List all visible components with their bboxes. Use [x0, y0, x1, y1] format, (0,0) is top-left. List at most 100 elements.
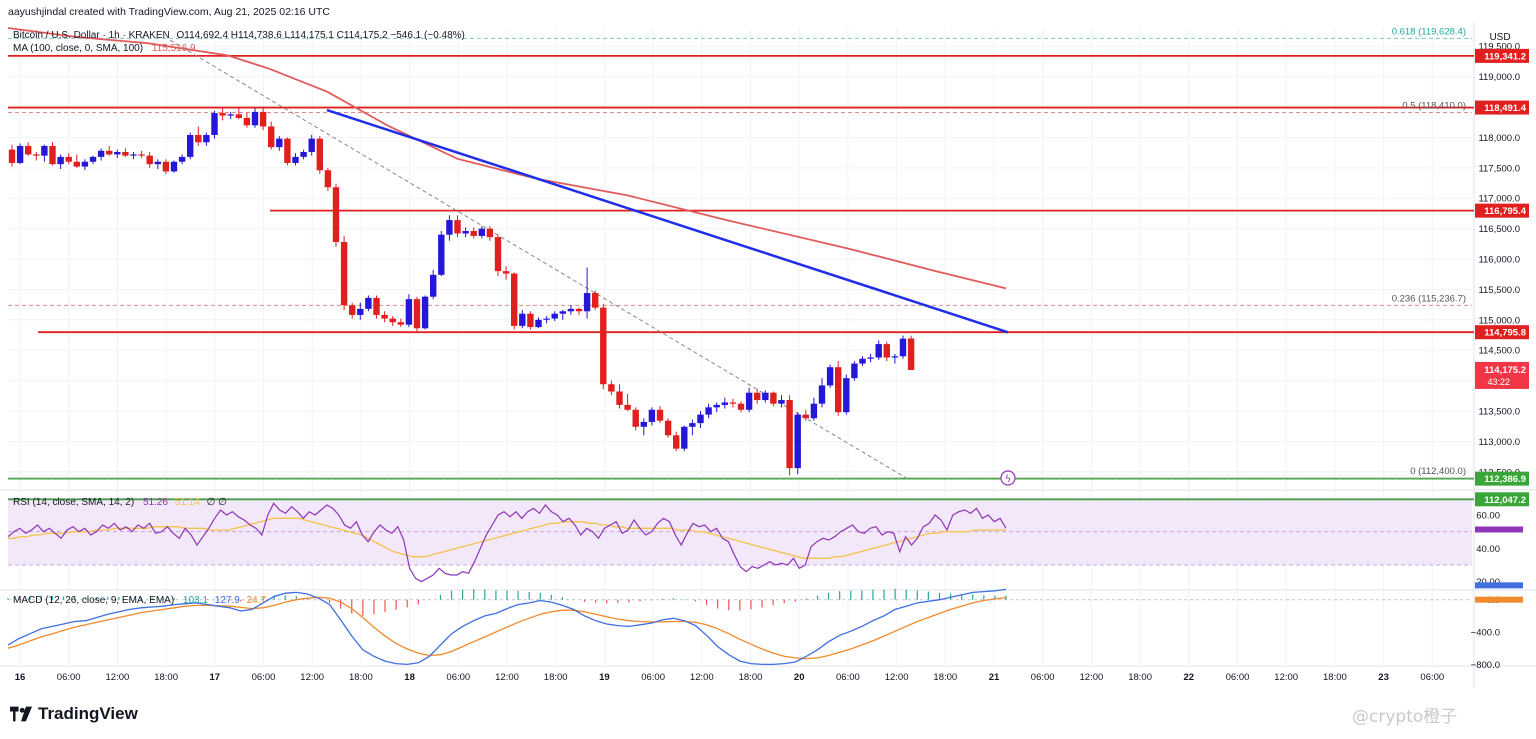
candle-body — [446, 220, 453, 235]
fibonacci-levels: 0.618 (119,628.4) 0.5 (118,410.0) 0.236 (1… — [8, 26, 1472, 479]
time-tick-label: 18:00 — [933, 672, 957, 683]
candle-body — [899, 338, 907, 357]
symbol-legend[interactable]: Bitcoin / U.S. Dollar · 1h · KRAKEN O114… — [13, 30, 465, 41]
candle-body — [33, 154, 40, 156]
rsi-value-badge — [1475, 526, 1523, 533]
candle-body — [697, 414, 704, 424]
candle-body — [851, 363, 858, 379]
time-tick-label: 16 — [15, 672, 26, 683]
last-price-label: 114,175.2 — [1484, 365, 1526, 376]
candle-body — [178, 156, 186, 162]
candle-body — [195, 134, 202, 143]
candle-body — [138, 154, 145, 156]
candle-body — [778, 400, 785, 404]
candle-body — [251, 111, 259, 126]
time-tick-label: 18:00 — [154, 672, 178, 683]
rsi-legend[interactable]: RSI (14, close, SMA, 14, 2) 51.26 51.14 … — [13, 497, 227, 508]
candle-body — [89, 156, 97, 162]
candle-body — [284, 138, 291, 163]
time-tick-label: 18:00 — [349, 672, 373, 683]
candle-body — [405, 299, 413, 325]
currency-label: USD — [1489, 32, 1510, 43]
ma-legend[interactable]: MA (100, close, 0, SMA, 100) 115,516.9 — [13, 43, 196, 54]
time-tick-label: 06:00 — [1420, 672, 1444, 683]
price-badge-label: 119,341.2 — [1484, 51, 1526, 62]
price-badge-label: 118,491.4 — [1484, 103, 1526, 114]
time-tick-label: 17 — [210, 672, 221, 683]
candle-body — [381, 314, 388, 319]
candle-body — [373, 297, 380, 315]
macd-tick-label: −400.0 — [1471, 628, 1500, 639]
candle-body — [907, 338, 915, 370]
time-tick-label: 18:00 — [1128, 672, 1152, 683]
candle-body — [203, 134, 210, 143]
candle-body — [276, 138, 283, 148]
time-tick-label: 19 — [599, 672, 610, 683]
price-tick-label: 118,000.0 — [1478, 133, 1520, 144]
time-tick-label: 06:00 — [1226, 672, 1250, 683]
candle-body — [640, 421, 647, 427]
candle-body — [519, 313, 526, 326]
price-tick-label: 116,500.0 — [1478, 224, 1520, 235]
descending-trendline — [326, 108, 1009, 334]
macd-legend[interactable]: MACD (12, 26, close, 9, EMA, EMA) 103.1 … — [13, 595, 266, 606]
candle-body — [818, 385, 826, 404]
macd-signal-badge — [1475, 596, 1523, 603]
candle-body — [397, 322, 404, 325]
price-tick-label: 115,000.0 — [1478, 315, 1520, 326]
price-tick-label: 117,000.0 — [1478, 194, 1520, 205]
fib-label: 0.618 (119,628.4) — [1392, 26, 1466, 37]
fib-label: 0 (112,400.0) — [1410, 466, 1466, 477]
candle-body — [438, 234, 445, 275]
price-axis[interactable]: USD112,500.0113,000.0113,500.0114,000.01… — [1471, 32, 1520, 671]
rsi-extra: ∅ ∅ — [207, 497, 227, 508]
candle-body — [729, 402, 737, 404]
candle-body — [332, 187, 340, 242]
rsi-ma-value: 51.14 — [175, 497, 200, 508]
time-tick-label: 06:00 — [836, 672, 860, 683]
candle-body — [559, 311, 566, 314]
time-tick-label: 23 — [1378, 672, 1389, 683]
macd-line-value: 127.9 — [215, 595, 240, 606]
rsi-tick-label: 40.00 — [1476, 544, 1500, 555]
price-tick-label: 117,500.0 — [1478, 163, 1520, 174]
time-tick-label: 18:00 — [1323, 672, 1347, 683]
price-tick-label: 114,500.0 — [1478, 346, 1520, 357]
candle-body — [575, 308, 583, 312]
chart-overlays: ϟ — [7, 27, 1016, 486]
rsi-pane — [7, 497, 1472, 583]
candle-body — [97, 150, 105, 157]
candle-body — [721, 402, 728, 405]
candle-body — [673, 435, 680, 449]
alert-glyph: ϟ — [1005, 474, 1012, 485]
brand-name: TradingView — [38, 704, 138, 723]
candle-body — [616, 391, 623, 405]
rsi-value: 51.26 — [143, 497, 168, 508]
macd-pane — [7, 588, 1472, 666]
fib-label: 0.236 (115,236.7) — [1392, 293, 1466, 304]
macd-signal-line — [7, 596, 1007, 660]
time-tick-label: 18 — [404, 672, 415, 683]
dashed-trend-line — [169, 39, 907, 479]
candle-body — [770, 392, 777, 404]
candle-body — [292, 156, 299, 163]
candle-body — [754, 392, 761, 401]
candle-body — [454, 220, 461, 234]
candle-body — [486, 228, 494, 238]
time-axis[interactable]: 16 06:00 12:00 18:00 17 06:00 12:00 18:00 18 06:0… — [15, 672, 1444, 683]
tradingview-brand[interactable]: TradingView — [10, 704, 138, 724]
candle-body — [114, 152, 121, 155]
candle-body — [891, 356, 899, 358]
legend: aayushjindal created with TradingView.co… — [8, 6, 465, 606]
candle-body — [187, 134, 194, 157]
candle-body — [656, 409, 664, 421]
candle-body — [430, 274, 437, 297]
candle-body — [211, 113, 218, 135]
tradingview-logo-icon — [10, 706, 32, 722]
candle-body — [608, 384, 615, 392]
candle-body — [219, 113, 226, 116]
ma-label: MA (100, close, 0, SMA, 100) — [13, 43, 143, 54]
horizontal-levels[interactable] — [8, 54, 1474, 501]
time-tick-label: 12:00 — [1080, 672, 1104, 683]
